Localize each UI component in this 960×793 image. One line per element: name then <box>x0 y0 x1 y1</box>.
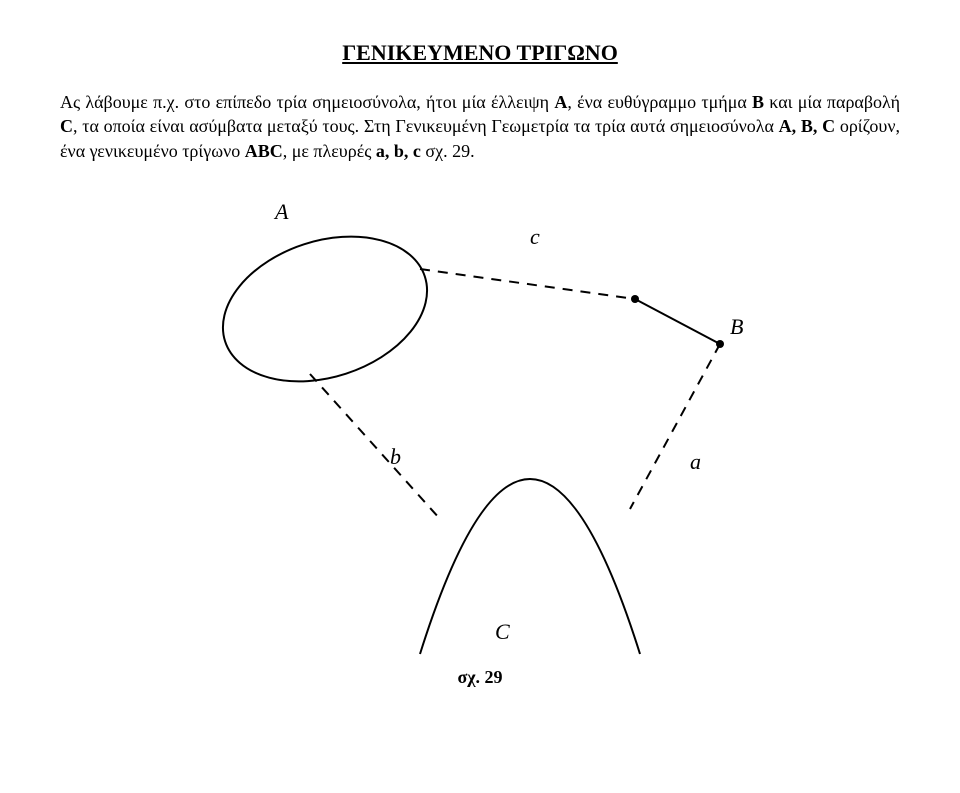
svg-text:a: a <box>690 449 701 474</box>
body-paragraph: Ας λάβουμε π.χ. στο επίπεδο τρία σημειοσ… <box>60 90 900 163</box>
page-title: ΓΕΝΙΚΕΥΜΕΝΟ ΤΡΙΓΩΝΟ <box>60 40 900 66</box>
figure-29: A B Ca b c <box>60 179 900 659</box>
figure-caption: σχ. 29 <box>60 667 900 688</box>
svg-text:c: c <box>530 224 540 249</box>
svg-text:b: b <box>390 444 401 469</box>
svg-text:B: B <box>730 314 743 339</box>
svg-text:C: C <box>495 619 510 644</box>
svg-text:A: A <box>273 199 289 224</box>
